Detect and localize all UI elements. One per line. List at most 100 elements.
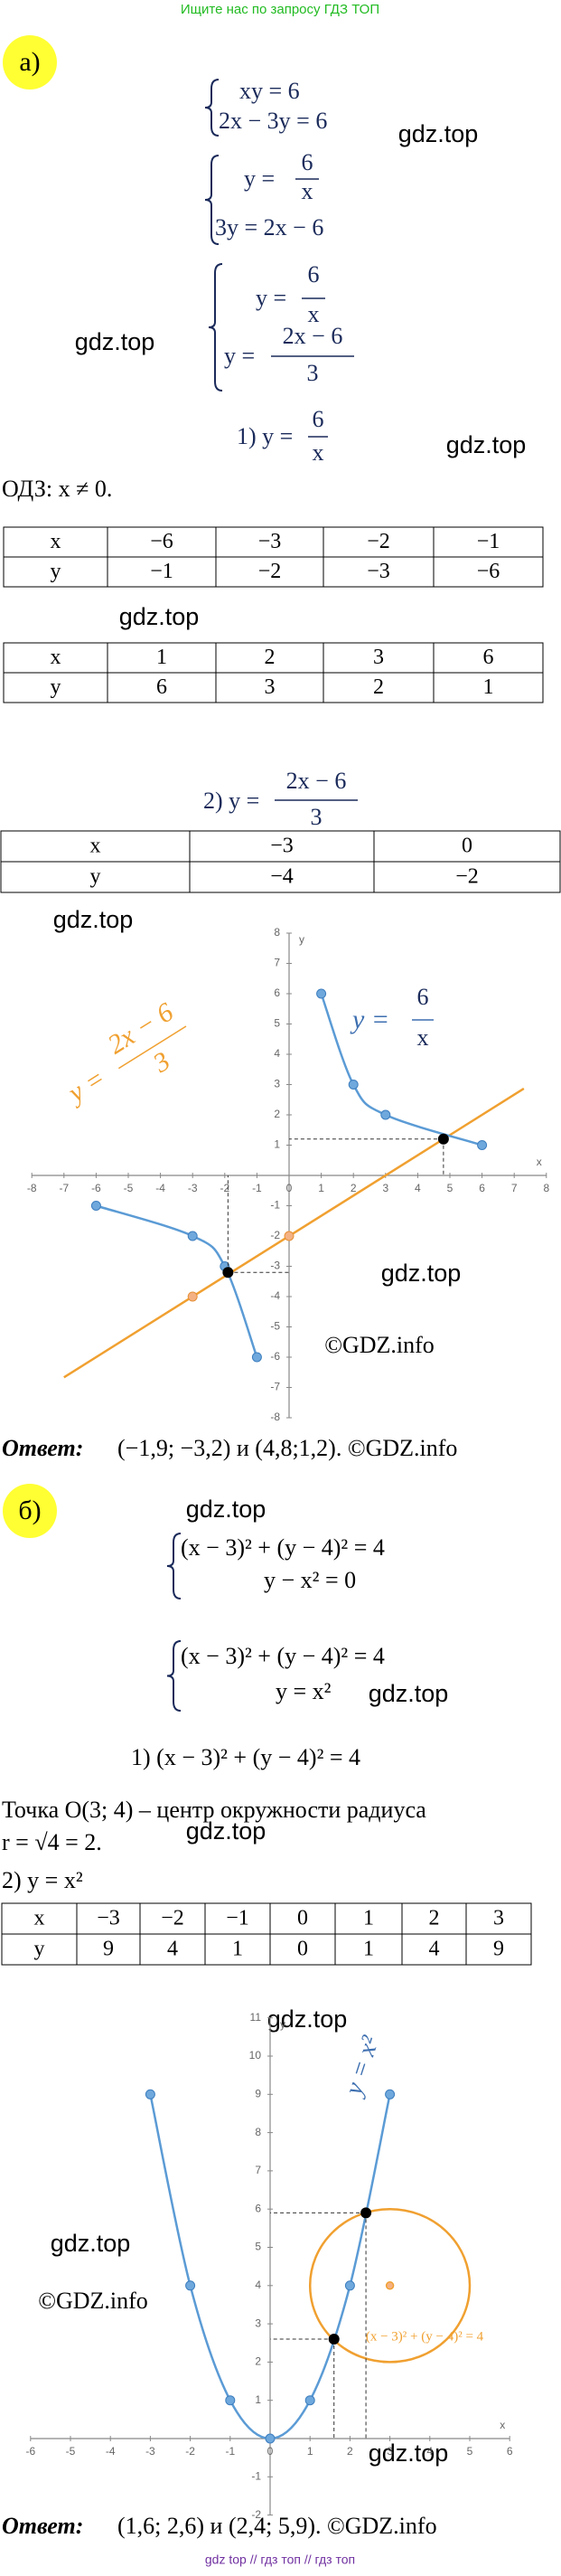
y-tick-label: 2 <box>255 2355 261 2368</box>
intersection-point <box>328 2334 340 2345</box>
y-tick-label: -6 <box>270 1350 280 1363</box>
equation: y = <box>256 285 286 311</box>
equation: y = <box>224 343 255 369</box>
curve-point <box>265 2433 276 2444</box>
y-tick-label: 8 <box>255 2126 261 2138</box>
curve-point <box>385 2089 396 2099</box>
y-axis-label: y <box>299 933 304 946</box>
table-text: −6 <box>150 530 173 553</box>
table-text: 4 <box>429 1938 440 1961</box>
fraction-denominator: x <box>308 301 320 327</box>
table-text: y <box>51 560 61 583</box>
table-text: y <box>51 675 61 699</box>
x-tick-label: 4 <box>415 1182 421 1194</box>
table-text: −2 <box>258 560 282 583</box>
y-tick-label: 7 <box>274 957 280 969</box>
table-text: 1 <box>232 1938 243 1961</box>
table-text: 0 <box>462 835 472 858</box>
intersection-point <box>360 2207 372 2219</box>
y-tick-label: 3 <box>255 2317 261 2329</box>
table-text: −1 <box>477 530 500 553</box>
fraction-numerator: 6 <box>308 261 320 288</box>
table-text: x <box>51 530 61 553</box>
table-text: −2 <box>367 530 390 553</box>
brace <box>166 1533 182 1599</box>
x-tick-label: 8 <box>543 1182 549 1194</box>
table-text: 0 <box>297 1938 308 1961</box>
curve-point <box>251 1352 262 1363</box>
table-text: −3 <box>97 1907 120 1930</box>
y-tick-label: -5 <box>270 1320 280 1333</box>
footer: gdz top // гдз топ // гдз топ <box>205 2552 355 2567</box>
table-text: 2 <box>373 675 384 699</box>
x-tick-label: -5 <box>66 2445 76 2458</box>
x-tick-label: -4 <box>155 1182 165 1194</box>
table-cell <box>433 556 544 588</box>
x-tick-label: 3 <box>382 1182 388 1194</box>
table-text: 9 <box>493 1938 504 1961</box>
y-tick-label: -2 <box>270 1229 280 1241</box>
y-tick-label: 7 <box>255 2164 261 2176</box>
x-tick-label: 2 <box>351 1182 357 1194</box>
x-tick-label: 4 <box>426 2445 433 2458</box>
table-text: 6 <box>156 675 167 699</box>
brace <box>204 79 220 137</box>
watermark: gdz.top <box>186 1496 266 1523</box>
watermark: gdz.top <box>369 2439 449 2467</box>
curve-point <box>185 2280 196 2291</box>
top-watermark: Ищите нас по запросу ГДЗ ТОП <box>181 2 379 17</box>
equation: y = <box>244 165 275 192</box>
x-tick-label: 6 <box>479 1182 485 1194</box>
intersection-point <box>437 1133 449 1145</box>
table-text: −1 <box>226 1907 249 1930</box>
y-tick-label: -7 <box>270 1381 280 1393</box>
table-text: −3 <box>270 835 294 858</box>
y-axis-label: y <box>280 2018 285 2031</box>
x-tick-label: -6 <box>91 1182 101 1194</box>
fraction-denominator: 3 <box>311 804 323 830</box>
answer: (1,6; 2,6) и (2,4; 5,9). ©GDZ.info <box>117 2513 437 2539</box>
paragraph: Точка O(3; 4) – центр окружности радиуса <box>2 1797 426 1823</box>
equation: 1) y = <box>237 423 293 449</box>
x-tick-label: 1 <box>307 2445 313 2458</box>
fraction-bar <box>117 1025 187 1070</box>
table-text: 2 <box>265 646 276 669</box>
curve-point <box>225 2395 236 2406</box>
table-text: −2 <box>161 1907 184 1930</box>
table-text: 3 <box>493 1907 504 1930</box>
line-point <box>187 1291 198 1302</box>
answer-label: Ответ: <box>2 2513 83 2539</box>
watermark: gdz.top <box>267 2005 348 2033</box>
x-tick-label: 5 <box>447 1182 453 1194</box>
table-cell <box>433 672 544 703</box>
curve-point <box>145 2089 155 2099</box>
circle-center <box>385 2281 395 2290</box>
circle-graph <box>308 2207 472 2364</box>
y-tick-label: -4 <box>270 1289 280 1302</box>
x-tick-label: 6 <box>507 2445 513 2458</box>
curve-point <box>477 1140 488 1150</box>
table-text: −2 <box>455 865 479 889</box>
x-tick-label: 7 <box>511 1182 518 1194</box>
table-text: 1 <box>483 675 494 699</box>
fraction-denominator: 3 <box>307 360 319 386</box>
table-cell <box>465 1933 532 1966</box>
watermark: gdz.top <box>381 1260 462 1287</box>
fraction-numerator: 6 <box>302 149 313 175</box>
watermark: gdz.top <box>53 906 134 933</box>
equation: y = x² <box>276 1678 332 1704</box>
answer: (−1,9; −3,2) и (4,8;1,2). ©GDZ.info <box>117 1435 457 1461</box>
y-tick-label: 4 <box>255 2279 261 2291</box>
table-text: 1 <box>156 646 167 669</box>
curve-point <box>187 1231 198 1241</box>
x-axis-label: x <box>537 1156 542 1168</box>
answer-label: Ответ: <box>2 1435 83 1461</box>
x-tick-label: 0 <box>286 1182 293 1194</box>
table-text: 1 <box>363 1938 374 1961</box>
graph-watermark: ©GDZ.info <box>324 1332 435 1358</box>
curve-point <box>304 2395 315 2406</box>
x-tick-label: 1 <box>318 1182 324 1194</box>
y-tick-label: -2 <box>251 2508 261 2521</box>
watermark: gdz.top <box>369 1680 449 1707</box>
y-tick-label: 9 <box>255 2087 261 2099</box>
